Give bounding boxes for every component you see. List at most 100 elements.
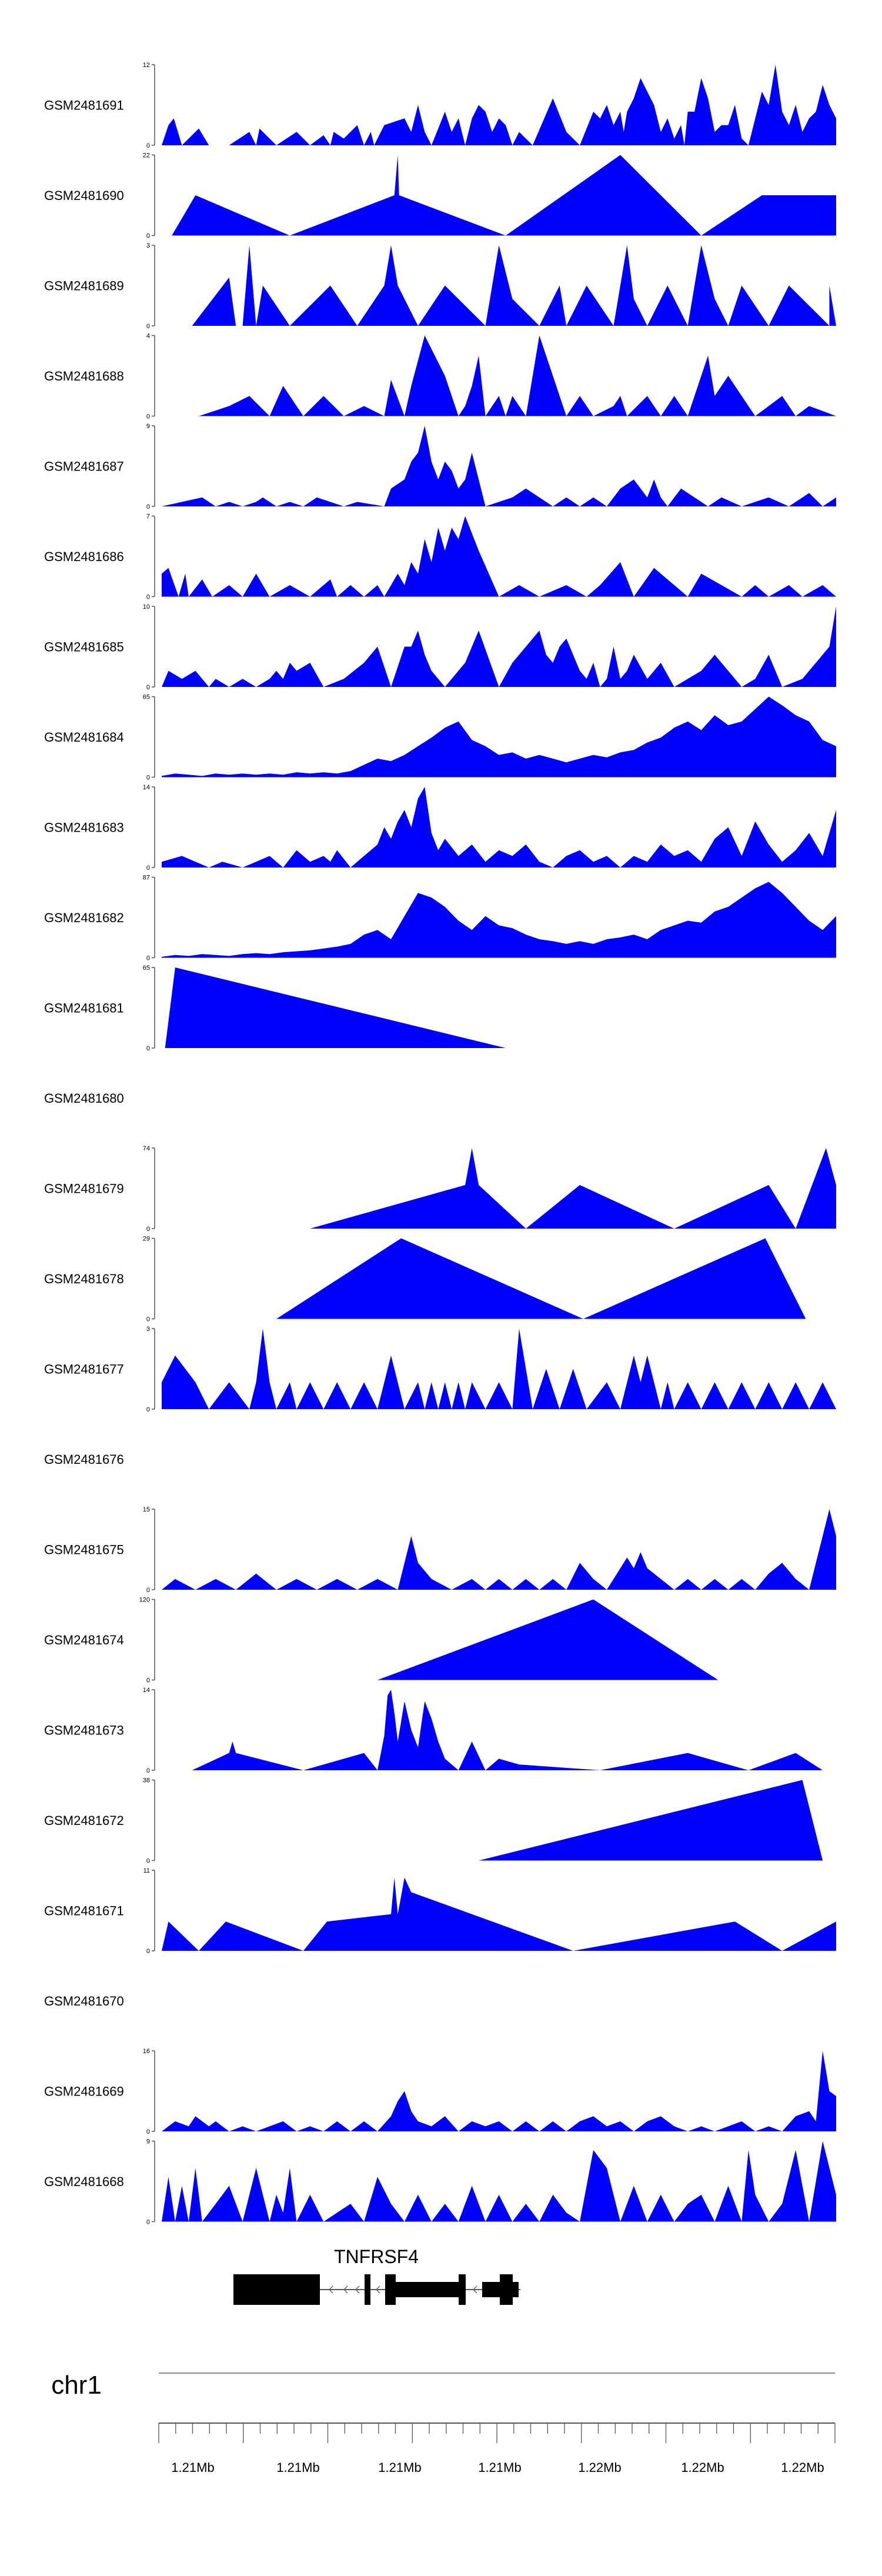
track-GSM2481689: GSM2481689 3 0 xyxy=(44,242,837,330)
y-axis-min-label: 0 xyxy=(146,142,150,149)
track-label: GSM2481685 xyxy=(44,640,124,655)
axis-tick-label: 1.21Mb xyxy=(171,2460,214,2475)
y-axis-min-label: 0 xyxy=(146,1316,150,1323)
gene-exon-6-utr xyxy=(482,2282,500,2297)
coverage-area xyxy=(479,1780,823,1861)
axis-tick-label: 1.22Mb xyxy=(578,2460,621,2475)
y-axis-max-label: 29 xyxy=(143,1236,150,1243)
track-label: GSM2481679 xyxy=(44,1182,124,1196)
gene-name-label: TNFRSF4 xyxy=(334,2246,419,2267)
y-axis-max-label: 11 xyxy=(143,1867,150,1874)
track-GSM2481679: GSM2481679 74 0 xyxy=(44,1145,836,1233)
track-label: GSM2481674 xyxy=(44,1633,124,1647)
gene-exon-5 xyxy=(459,2274,466,2305)
track-GSM2481676: GSM2481676 xyxy=(44,1452,124,1467)
track-GSM2481691: GSM2481691 12 0 xyxy=(44,62,836,149)
track-label: GSM2481686 xyxy=(44,549,124,564)
track-GSM2481686: GSM2481686 7 0 xyxy=(44,513,836,601)
y-axis-max-label: 14 xyxy=(143,1687,150,1694)
track-label: GSM2481688 xyxy=(44,369,124,383)
y-axis-min-label: 0 xyxy=(146,1677,150,1684)
track-GSM2481681: GSM2481681 65 0 xyxy=(44,965,506,1052)
y-axis-min-label: 0 xyxy=(146,2128,150,2135)
y-axis-max-label: 16 xyxy=(143,2048,150,2055)
y-axis-min-label: 0 xyxy=(146,323,150,330)
track-GSM2481670: GSM2481670 xyxy=(44,1994,124,2008)
track-GSM2481684: GSM2481684 65 0 xyxy=(44,694,836,782)
strand-arrow xyxy=(375,2285,380,2294)
gene-exon-3 xyxy=(385,2274,396,2305)
track-label: GSM2481675 xyxy=(44,1543,124,1557)
strand-arrow xyxy=(343,2285,348,2294)
axis-tick-label: 1.22Mb xyxy=(781,2460,824,2475)
coverage-area xyxy=(310,1148,836,1229)
axis-tick-label: 1.21Mb xyxy=(276,2460,319,2475)
track-label: GSM2481680 xyxy=(44,1091,124,1106)
coverage-area xyxy=(162,1509,836,1590)
track-GSM2481673: GSM2481673 14 0 xyxy=(44,1687,823,1774)
y-axis-min-label: 0 xyxy=(146,684,150,691)
track-GSM2481685: GSM2481685 10 0 xyxy=(44,603,836,691)
y-axis-max-label: 3 xyxy=(146,242,150,249)
track-label: GSM2481684 xyxy=(44,730,124,745)
track-GSM2481687: GSM2481687 9 0 xyxy=(44,423,836,510)
coverage-area xyxy=(199,335,837,416)
y-axis-max-label: 22 xyxy=(143,152,150,159)
y-axis-min-label: 0 xyxy=(146,233,150,240)
coverage-area xyxy=(162,516,836,597)
track-label: GSM2481687 xyxy=(44,459,124,474)
gene-exon-7 xyxy=(500,2274,513,2305)
y-axis-min-label: 0 xyxy=(146,865,150,872)
track-label: GSM2481681 xyxy=(44,1001,124,1016)
track-GSM2481674: GSM2481674 120 0 xyxy=(44,1597,719,1684)
track-label: GSM2481691 xyxy=(44,98,124,113)
track-label: GSM2481671 xyxy=(44,1904,124,1918)
genome-axis: 1.21Mb 1.21Mb 1.21Mb 1.21Mb 1.22Mb 1.22Mb 1.22… xyxy=(158,2422,836,2475)
track-label: GSM2481670 xyxy=(44,1994,124,2008)
axis-tick-label: 1.21Mb xyxy=(378,2460,421,2475)
y-axis-max-label: 7 xyxy=(146,513,150,520)
y-axis-min-label: 0 xyxy=(146,1587,150,1594)
y-axis-min-label: 0 xyxy=(146,1858,150,1865)
coverage-area xyxy=(162,2051,836,2131)
coverage-area xyxy=(162,696,836,778)
y-axis-min-label: 0 xyxy=(146,2219,150,2226)
axis-tick-label: 1.21Mb xyxy=(478,2460,521,2475)
gene-track: TNFRSF4 xyxy=(233,2246,520,2305)
strand-arrow xyxy=(355,2285,360,2294)
y-axis-max-label: 87 xyxy=(143,875,150,882)
y-axis-min-label: 0 xyxy=(146,503,150,510)
track-GSM2481677: GSM2481677 3 0 xyxy=(44,1326,836,1413)
strand-arrow xyxy=(328,2285,333,2294)
coverage-area xyxy=(276,1238,806,1319)
y-axis-min-label: 0 xyxy=(146,1406,150,1413)
y-axis-max-label: 9 xyxy=(146,423,150,430)
track-GSM2481672: GSM2481672 38 0 xyxy=(44,1777,823,1865)
track-label: GSM2481683 xyxy=(44,820,124,835)
y-axis-min-label: 0 xyxy=(146,775,150,782)
coverage-area xyxy=(162,606,836,687)
track-label: GSM2481672 xyxy=(44,1813,124,1828)
y-axis-min-label: 0 xyxy=(146,1226,150,1233)
coverage-area xyxy=(377,1599,719,1680)
coverage-area xyxy=(162,1329,836,1409)
y-axis-max-label: 38 xyxy=(143,1777,150,1784)
axis-tick-label: 1.22Mb xyxy=(681,2460,724,2475)
track-GSM2481675: GSM2481675 15 0 xyxy=(44,1506,836,1594)
y-axis-max-label: 10 xyxy=(143,603,150,610)
coverage-area xyxy=(162,426,836,506)
y-axis-max-label: 15 xyxy=(143,1506,150,1513)
track-label: GSM2481689 xyxy=(44,279,124,293)
coverage-area xyxy=(162,1877,836,1951)
track-label: GSM2481678 xyxy=(44,1272,124,1286)
coverage-area xyxy=(172,155,837,236)
track-GSM2481688: GSM2481688 4 0 xyxy=(44,333,837,421)
coverage-area xyxy=(162,787,836,867)
coverage-area xyxy=(162,882,836,958)
gene-exon-1 xyxy=(233,2274,320,2305)
y-axis-max-label: 65 xyxy=(143,965,150,972)
track-GSM2481682: GSM2481682 87 0 xyxy=(44,875,836,962)
coverage-area xyxy=(162,2141,836,2222)
gene-exon-7-utr xyxy=(513,2282,519,2297)
y-axis-max-label: 74 xyxy=(143,1145,150,1152)
